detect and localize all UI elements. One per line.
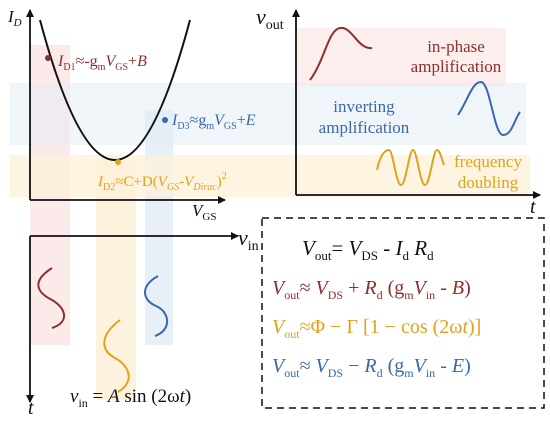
transfer-curve (39, 19, 191, 161)
freq-label-1: frequency (454, 152, 522, 171)
eq-box-line-4: Vout≈ VDS − Rd (gmVin - E) (272, 355, 471, 380)
inverting-label-1: inverting (333, 97, 395, 116)
transfer-x-label: VGS (192, 201, 216, 223)
inphase-label-2: amplification (411, 57, 502, 76)
point-d2 (115, 159, 121, 165)
input-wave-d1 (37, 267, 65, 329)
output-plot: vout t in-phase amplification inverting … (256, 4, 541, 218)
eq-id2: ID2≈C+D(VGS-VDirac)2 (97, 171, 227, 193)
inphase-wave (309, 26, 373, 81)
eq-box-line-3: Vout≈Φ − Γ [1 − cos (2ωt)] (272, 316, 481, 341)
equations-box: Vout= VDS - Id Rd Vout≈ VDS + Rd (gmVin … (261, 217, 545, 409)
freq-label-2: doubling (458, 173, 519, 192)
transfer-y-label: ID (7, 7, 22, 29)
point-d1 (45, 55, 51, 61)
eq-id3: ID3≈gmVGS+E (171, 112, 256, 132)
transfer-plot: ID VGS ID1≈-gmVGS+B ID3≈gmVGS+E ID2≈C+D(… (7, 7, 256, 223)
inphase-label-1: in-phase (427, 37, 485, 56)
point-d3 (162, 117, 168, 123)
input-x-label: vin (238, 225, 259, 254)
output-y-label: vout (256, 4, 284, 33)
inverting-wave (457, 80, 521, 137)
eq-box-line-1: Vout= VDS - Id Rd (302, 236, 434, 263)
input-equation: vin = A sin (2ωt) (70, 386, 191, 410)
input-y-label: t (28, 397, 34, 419)
background-bands (10, 28, 530, 400)
input-wave-d2 (103, 319, 130, 393)
eq-box-line-2: Vout≈ VDS + Rd (gmVin - B) (272, 277, 471, 302)
doubling-wave (376, 148, 445, 187)
input-plot: vin t vin = A sin (2ωt) (26, 225, 259, 419)
input-wave-d3 (144, 275, 169, 337)
band-orange-horizontal (10, 155, 530, 197)
band-blue-vertical (145, 110, 173, 345)
equations-box-border (261, 217, 545, 409)
eq-id1: ID1≈-gmVGS+B (57, 53, 147, 73)
inverting-label-2: amplification (319, 118, 410, 137)
output-x-label: t (530, 196, 536, 218)
band-blue-horizontal (10, 83, 526, 145)
